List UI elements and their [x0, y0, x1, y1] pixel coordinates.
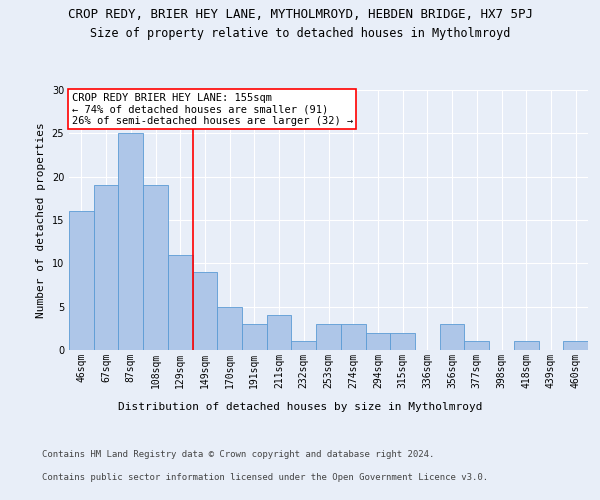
Text: Contains public sector information licensed under the Open Government Licence v3: Contains public sector information licen…	[42, 472, 488, 482]
Bar	[168, 254, 193, 350]
Bar	[514, 342, 539, 350]
Bar	[143, 186, 168, 350]
Text: Size of property relative to detached houses in Mytholmroyd: Size of property relative to detached ho…	[90, 28, 510, 40]
Bar	[217, 306, 242, 350]
Bar	[292, 342, 316, 350]
Text: CROP REDY, BRIER HEY LANE, MYTHOLMROYD, HEBDEN BRIDGE, HX7 5PJ: CROP REDY, BRIER HEY LANE, MYTHOLMROYD, …	[67, 8, 533, 20]
Bar	[563, 342, 588, 350]
Text: Contains HM Land Registry data © Crown copyright and database right 2024.: Contains HM Land Registry data © Crown c…	[42, 450, 434, 459]
Bar	[242, 324, 267, 350]
Bar	[267, 316, 292, 350]
Bar	[316, 324, 341, 350]
Text: CROP REDY BRIER HEY LANE: 155sqm
← 74% of detached houses are smaller (91)
26% o: CROP REDY BRIER HEY LANE: 155sqm ← 74% o…	[71, 92, 353, 126]
Bar	[365, 332, 390, 350]
Bar	[69, 212, 94, 350]
Bar	[341, 324, 365, 350]
Text: Distribution of detached houses by size in Mytholmroyd: Distribution of detached houses by size …	[118, 402, 482, 412]
Bar	[390, 332, 415, 350]
Bar	[94, 186, 118, 350]
Bar	[464, 342, 489, 350]
Bar	[440, 324, 464, 350]
Y-axis label: Number of detached properties: Number of detached properties	[36, 122, 46, 318]
Bar	[193, 272, 217, 350]
Bar	[118, 134, 143, 350]
